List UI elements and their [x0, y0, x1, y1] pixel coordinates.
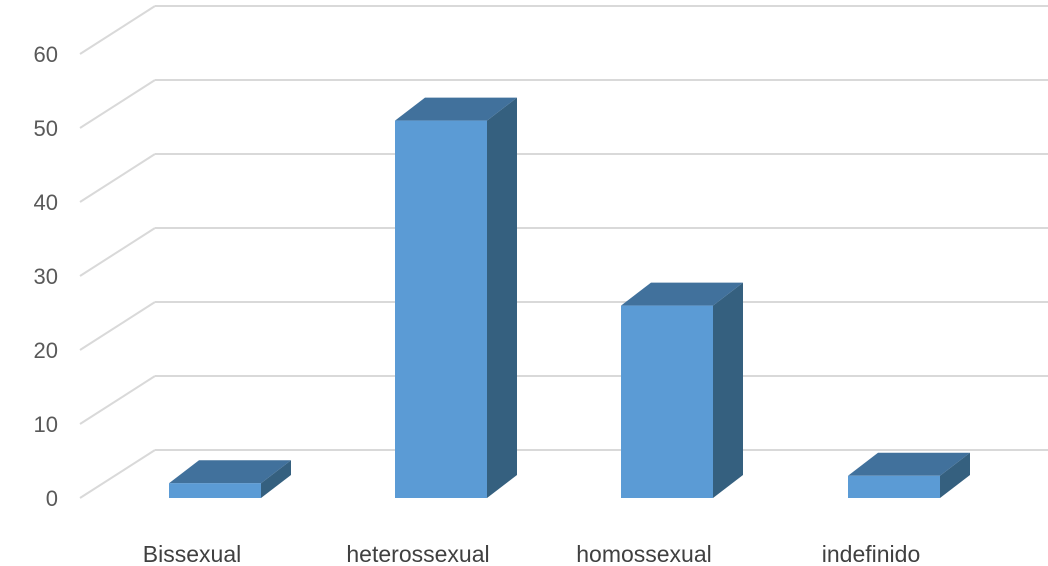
bar-top	[621, 282, 743, 306]
x-category-label: indefinido	[822, 541, 920, 566]
bar-side	[713, 282, 743, 498]
gridline-wall-0	[79, 449, 156, 499]
bar-homossexual	[621, 282, 743, 498]
y-tick-label: 40	[34, 190, 58, 215]
bar-top	[848, 452, 970, 476]
bar-top	[395, 97, 517, 121]
y-tick-label: 30	[34, 264, 58, 289]
bar-front	[848, 475, 940, 498]
bar-front	[395, 120, 487, 498]
bar-front	[621, 305, 713, 498]
gridline-wall-60	[79, 5, 156, 55]
bar-front	[169, 483, 261, 498]
bar-side	[261, 460, 291, 498]
y-tick-label: 20	[34, 338, 58, 363]
gridlines	[79, 5, 1048, 499]
bar-side	[487, 97, 517, 498]
y-tick-label: 10	[34, 412, 58, 437]
bar-indefinido	[848, 452, 970, 498]
bar-side	[940, 452, 970, 498]
bars	[169, 97, 970, 498]
gridline-wall-40	[79, 153, 156, 203]
gridline-wall-30	[79, 227, 156, 277]
y-axis-ticks: 0 10 20 30 40 50 60	[34, 42, 58, 511]
gridline-wall-20	[79, 301, 156, 351]
bar-heterossexual	[395, 97, 517, 498]
y-tick-label: 60	[34, 42, 58, 67]
gridline-wall-10	[79, 375, 156, 425]
gridline-wall-50	[79, 79, 156, 129]
x-category-label: Bissexual	[143, 541, 241, 566]
bar-bissexual	[169, 460, 291, 498]
y-tick-label: 50	[34, 116, 58, 141]
x-axis-categories: Bissexual heterossexual homossexual indefin…	[143, 541, 920, 566]
x-category-label: heterossexual	[346, 541, 489, 566]
bar-top	[169, 460, 291, 484]
y-tick-label: 0	[46, 486, 58, 511]
x-category-label: homossexual	[576, 541, 712, 566]
